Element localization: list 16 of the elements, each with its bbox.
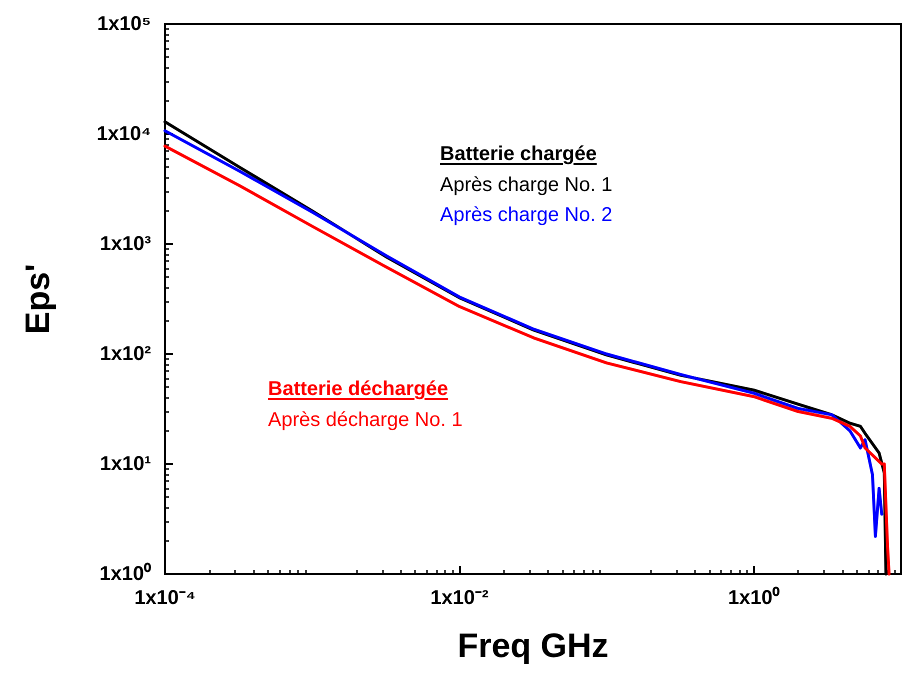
y-tick-label: 1x10⁰ — [100, 562, 151, 585]
y-tick-label: 1x10³ — [100, 233, 152, 255]
x-axis-title: Freq GHz — [457, 627, 609, 665]
y-tick-label: 1x10² — [100, 343, 152, 365]
text: Après charge No. 1 — [440, 174, 612, 196]
y-tick-label: 1x10⁵ — [97, 13, 151, 35]
y-axis-title: Eps' — [19, 264, 57, 334]
text: Après décharge No. 1 — [268, 409, 463, 431]
text: Après charge No. 2 — [440, 204, 612, 226]
annotation: Batterie déchargée — [268, 378, 448, 401]
annotation: Batterie chargée — [440, 143, 597, 166]
x-tick-label: 1x10⁻⁴ — [134, 587, 196, 609]
y-tick-label: 1x10¹ — [100, 453, 152, 475]
y-tick-label: 1x10⁴ — [96, 123, 151, 145]
x-tick-label: 1x10⁰ — [728, 586, 780, 609]
x-tick-label: 1x10⁻² — [430, 587, 489, 609]
